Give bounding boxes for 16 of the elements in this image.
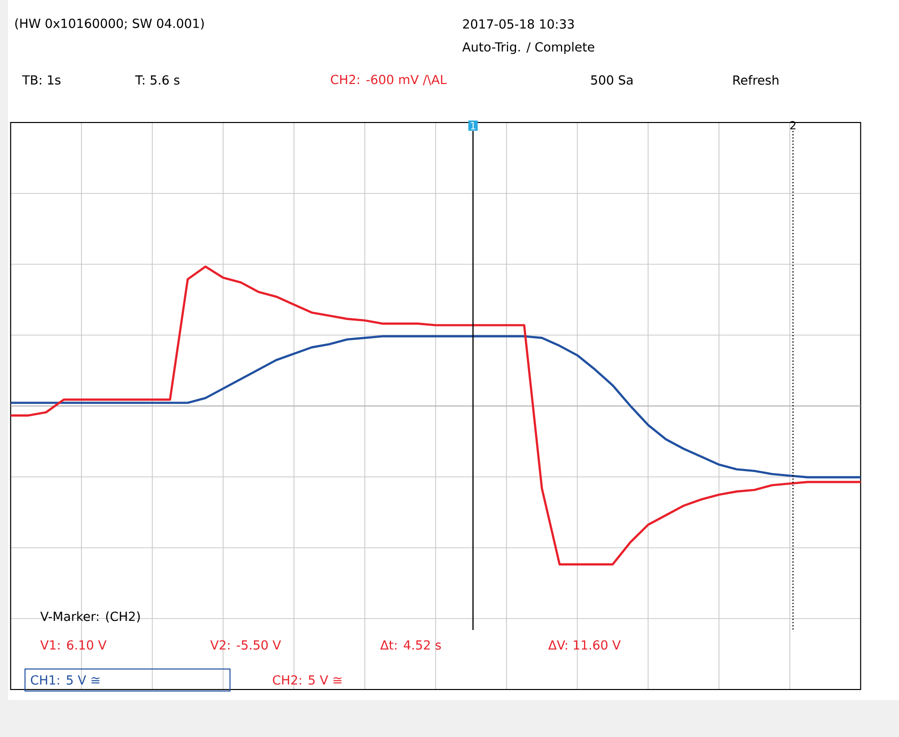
text: ΔV: 11.60 V	[548, 640, 621, 650]
text: 2017-05-18 10:33	[463, 19, 574, 29]
text: CH2: -600 mV /\AL	[330, 74, 447, 86]
text: Refresh	[733, 75, 778, 85]
text: TB: 1s	[22, 75, 60, 85]
text: CH1: 5 V ≅	[30, 675, 100, 685]
text: V2: -5.50 V	[210, 640, 281, 650]
text: T: 5.6 s	[135, 75, 180, 85]
text: CH2: 5 V ≅	[272, 675, 342, 685]
text: 1	[470, 122, 476, 130]
text: Auto-Trig. / Complete	[462, 42, 594, 54]
text: Δt: 4.52 s	[380, 640, 441, 650]
text: 500 Sa	[591, 75, 632, 85]
text: (HW 0x10160000; SW 04.001)	[15, 18, 204, 30]
text: V-Marker: (CH2)	[40, 611, 140, 623]
text: V1: 6.10 V	[40, 640, 106, 650]
